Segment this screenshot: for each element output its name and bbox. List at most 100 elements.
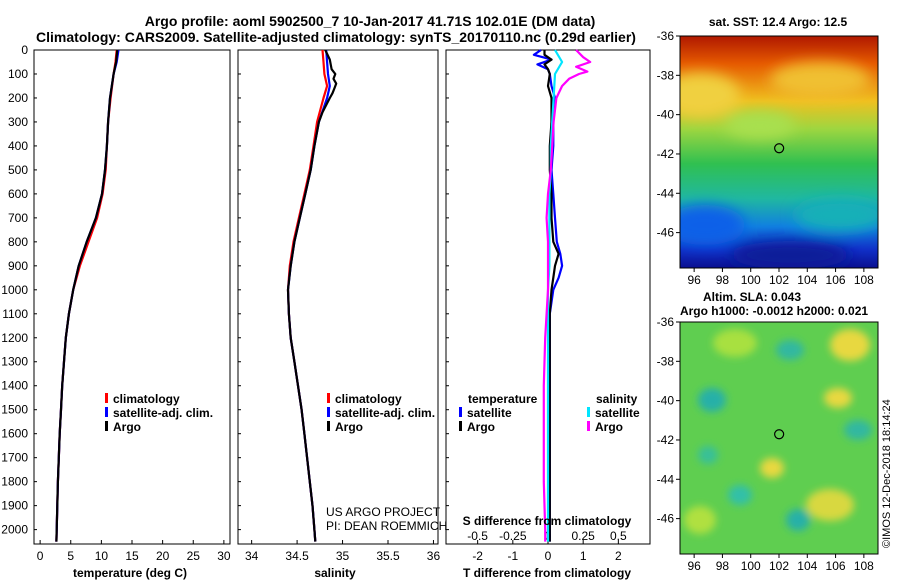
- depth-tick-label: 1000: [1, 283, 28, 297]
- depth-tick-label: 1300: [1, 355, 28, 369]
- legend-label-t-argo: Argo: [467, 420, 495, 434]
- legend-label-climatology: climatology: [335, 392, 402, 406]
- sla-low-patch: [776, 340, 804, 360]
- depth-tick-label: 1900: [1, 499, 28, 513]
- temperature-panel-frame: [33, 49, 231, 545]
- depth-tick-label: 1100: [2, 307, 28, 321]
- sst-cool-patch: [725, 111, 795, 139]
- sst-cool-patch: [795, 199, 878, 231]
- legend-label-satellite: satellite-adj. clim.: [113, 406, 213, 420]
- depth-axis: 0 100 200 300 400 500 600 700 800 900 1000 1100 1200…: [1, 43, 449, 537]
- x-tick-label: 35.5: [376, 549, 400, 563]
- legend-swatch-t-satellite: [459, 407, 462, 417]
- legend-swatch-argo: [327, 421, 330, 431]
- series-line-salinity-satellite: [546, 49, 564, 542]
- x-tick-label: 25: [187, 549, 201, 563]
- depth-tick-label: 200: [8, 91, 28, 105]
- legend-swatch-argo: [105, 421, 108, 431]
- difference-plot: -2 -1 0 1 2-0.5 -0.25 0 0.25 0.5: [467, 49, 627, 563]
- depth-tick-label: 900: [8, 259, 28, 273]
- series-line-argo: [286, 49, 338, 542]
- legend-label-argo: Argo: [335, 420, 363, 434]
- sst-warm-patch: [680, 73, 740, 117]
- map-x-tick-label: 108: [854, 559, 874, 573]
- depth-tick-label: 2000: [1, 523, 28, 537]
- legend-title-temperature: temperature: [468, 392, 538, 406]
- legend-label-s-argo: Argo: [595, 420, 623, 434]
- map-sst-title: sat. SST: 12.4 Argo: 12.5: [709, 15, 848, 29]
- x-tick-label-salinity: -0.25: [499, 529, 527, 543]
- map-sla-subtitle: Argo h1000: -0.0012 h2000: 0.021: [680, 304, 868, 318]
- map-y-tick-label: -38: [657, 68, 675, 82]
- x-tick-label: 1: [580, 549, 587, 563]
- sla-low-patch: [728, 485, 752, 505]
- map-x-tick-label: 100: [741, 559, 761, 573]
- legend-swatch-s-satellite: [587, 407, 590, 417]
- legend-label-argo: Argo: [113, 420, 141, 434]
- series-line-satellite-adj-clim-: [55, 49, 120, 542]
- legend-swatch-t-argo: [459, 421, 462, 431]
- x-tick-label-salinity: 0.25: [571, 529, 595, 543]
- legend-swatch-s-argo: [587, 421, 590, 431]
- map-y-tick-label: -36: [657, 29, 675, 43]
- map-x-tick-label: 100: [741, 273, 761, 287]
- map-x-tick-label: 96: [687, 273, 701, 287]
- x-tick-label: 30: [217, 549, 231, 563]
- map-x-tick-label: 102: [769, 273, 789, 287]
- map-x-tick-label: 108: [854, 273, 874, 287]
- salinity-plot: 34 34.5 35 35.5 36: [245, 49, 441, 563]
- sla-high-patch: [760, 458, 784, 478]
- legend-label-climatology: climatology: [113, 392, 180, 406]
- map-x-tick-label: 104: [797, 559, 817, 573]
- temperature-legend: climatology satellite-adj. clim. Argo: [105, 392, 213, 434]
- series-line-argo: [55, 49, 119, 542]
- map-y-tick-label: -40: [657, 108, 675, 122]
- depth-tick-label: 700: [8, 211, 28, 225]
- x-tick-label: 34.5: [285, 549, 309, 563]
- legend-swatch-satellite: [105, 407, 108, 417]
- legend-swatch-climatology: [105, 393, 108, 403]
- title-line-1: Argo profile: aoml 5902500_7 10-Jan-2017…: [145, 13, 596, 29]
- x-tick-label-salinity: 0.5: [610, 529, 627, 543]
- sla-low-patch: [786, 509, 810, 531]
- depth-tick-label: 100: [8, 67, 28, 81]
- salinity-legend: climatology satellite-adj. clim. Argo: [327, 392, 435, 434]
- difference-top-xlabel: S difference from climatology: [463, 514, 632, 528]
- map-y-tick-label: -46: [657, 512, 675, 526]
- map-y-tick-label: -46: [657, 226, 675, 240]
- difference-xlabel: T difference from climatology: [463, 566, 631, 580]
- x-tick-label: 35: [336, 549, 350, 563]
- title-line-2: Climatology: CARS2009. Satellite-adjuste…: [36, 29, 636, 45]
- map-x-tick-label: 104: [797, 273, 817, 287]
- legend-title-salinity: salinity: [596, 392, 638, 406]
- x-tick-label: 0: [37, 549, 44, 563]
- x-tick-label: 34: [245, 549, 259, 563]
- sla-low-patch: [698, 388, 726, 412]
- sla-high-patch: [824, 388, 852, 408]
- sst-cool-patch: [680, 205, 745, 245]
- map-x-tick-label: 98: [716, 273, 730, 287]
- sst-warm-patch: [770, 62, 870, 98]
- depth-tick-label: 1400: [1, 379, 28, 393]
- depth-tick-label: 300: [8, 115, 28, 129]
- sst-cold-patch: [730, 241, 850, 268]
- legend-label-t-satellite: satellite: [467, 406, 512, 420]
- map-y-tick-label: -38: [657, 354, 675, 368]
- map-x-tick-label: 106: [826, 273, 846, 287]
- legend-label-s-satellite: satellite: [595, 406, 640, 420]
- map-y-tick-label: -36: [657, 315, 675, 329]
- legend-label-satellite: satellite-adj. clim.: [335, 406, 435, 420]
- map-sla-axes: 96 98 100 102 104 106 108 -36 -38 -40 -42 -44 -46: [657, 315, 875, 573]
- x-tick-label: 36: [427, 549, 441, 563]
- argo-location-marker: [774, 143, 785, 154]
- salinity-xlabel: salinity: [314, 566, 356, 580]
- depth-tick-label: 400: [8, 139, 28, 153]
- depth-tick-label: 600: [8, 187, 28, 201]
- depth-tick-label: 1200: [1, 331, 28, 345]
- map-y-tick-label: -44: [657, 186, 675, 200]
- x-tick-label: -2: [472, 549, 483, 563]
- x-tick-label: 10: [95, 549, 109, 563]
- x-tick-label: 2: [615, 549, 622, 563]
- map-sst-axes: 96 98 100 102 104 106 108 -36 -38 -40 -42 -44 -46: [657, 29, 875, 287]
- depth-tick-label: 1700: [1, 451, 28, 465]
